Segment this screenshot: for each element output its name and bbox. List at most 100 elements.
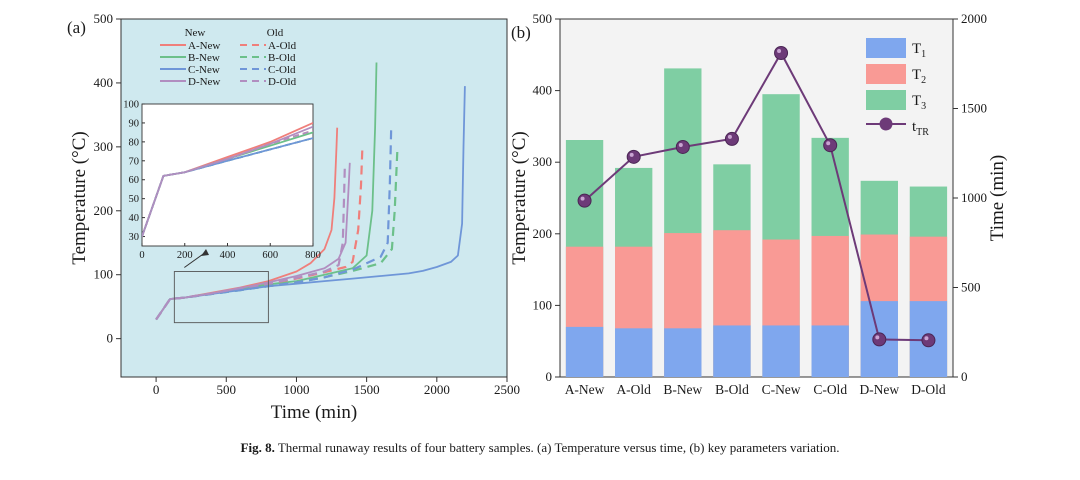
y-right-tick-label: 2000 (961, 11, 987, 26)
marker-highlight (678, 142, 683, 147)
legend-swatch-T1 (866, 38, 906, 58)
y-axis-label: Temperature (°C) (509, 131, 530, 264)
marker-tTR-A-Old (626, 149, 641, 164)
inset-y-tick-label: 70 (129, 156, 140, 167)
zoom-box (173, 271, 269, 324)
legend-label-subscript: TR (916, 127, 929, 138)
x-tick-label: 2000 (424, 382, 450, 397)
inset-x-tick-label: 400 (220, 250, 236, 261)
legend-label-A-Old: A-Old (268, 40, 297, 52)
inset-x-tick-label: 200 (177, 250, 193, 261)
inset-x-tick-label: 800 (305, 250, 321, 261)
y-tick-label: 300 (533, 154, 553, 169)
y-tick-label: 0 (546, 369, 553, 384)
legend-label-C-New: C-New (188, 64, 220, 76)
y-tick-label: 200 (533, 226, 553, 241)
legend-swatch-T3 (866, 90, 906, 110)
y-tick-label: 100 (94, 267, 114, 282)
legend-header-old: Old (267, 27, 284, 39)
marker-tTR-C-New (774, 46, 789, 61)
inset-pointer-head (201, 249, 209, 256)
marker-tTR-B-New (675, 139, 690, 154)
category-label: B-New (663, 382, 702, 397)
x-tick-label: 1500 (354, 382, 380, 397)
y-right-tick-label: 1500 (961, 101, 987, 116)
legend-label-T1: T1 (912, 41, 926, 60)
inset-y-tick-label: 80 (129, 137, 140, 148)
legend-label-subscript: 1 (921, 49, 926, 60)
marker-highlight (826, 141, 831, 146)
category-label: D-New (859, 382, 899, 397)
legend-label-T3: T3 (912, 93, 926, 112)
inset-x-tick-label: 0 (139, 250, 144, 261)
legend-label-base: t (912, 119, 917, 135)
inset-y-tick-label: 30 (129, 232, 140, 243)
category-label: D-Old (911, 382, 946, 397)
legend-label-subscript: 3 (921, 101, 926, 112)
legend-label-tTR: tTR (912, 119, 929, 138)
bar-T1-C-Old (811, 325, 849, 377)
bar-T1-B-Old (713, 325, 751, 377)
legend-label-subscript: 2 (921, 75, 926, 86)
figure-caption: Fig. 8. Thermal runaway results of four … (0, 440, 1080, 456)
marker-highlight (777, 49, 782, 54)
y-tick-label: 400 (533, 83, 553, 98)
marker-highlight (875, 335, 880, 340)
marker-highlight (629, 152, 634, 157)
category-label: C-New (762, 382, 801, 397)
category-label: B-Old (715, 382, 749, 397)
y-tick-label: 300 (94, 139, 114, 154)
y-right-tick-label: 1000 (961, 190, 987, 205)
category-label: A-New (565, 382, 605, 397)
x-axis-label: Time (min) (271, 402, 357, 423)
legend-label-B-New: B-New (188, 52, 220, 64)
y-right-axis-label: Time (min) (987, 155, 1008, 241)
legend-label-T2: T2 (912, 67, 926, 86)
inset-y-tick-label: 50 (129, 194, 140, 205)
inset-chart: 0 200 400 600 800 30 40 50 60 70 80 90 100 (123, 100, 321, 262)
x-tick-label: 500 (217, 382, 237, 397)
legend-label-D-New: D-New (188, 76, 220, 88)
panel-b: A-New A-Old B-New B-Old C-New C-Old D-New D-Old… (509, 11, 1008, 397)
marker-tTR-D-Old (921, 333, 936, 348)
category-label: C-Old (813, 382, 847, 397)
caption-text: Thermal runaway results of four battery … (277, 440, 840, 455)
bar-T1-B-New (664, 328, 702, 377)
y-tick-label: 500 (94, 11, 114, 26)
legend-swatch-T2 (866, 64, 906, 84)
panel-label: (a) (67, 18, 86, 37)
bar-T1-A-Old (615, 328, 653, 377)
x-tick-label: 1000 (283, 382, 309, 397)
marker-highlight (924, 336, 929, 341)
legend-label-C-Old: C-Old (268, 64, 296, 76)
legend-label-base: T (912, 67, 921, 83)
y-tick-label: 0 (107, 331, 114, 346)
series-line-D-Old (155, 162, 346, 321)
inset-x-tick-label: 600 (262, 250, 278, 261)
inset-series-line-D-Old (142, 129, 313, 237)
panel-a: 0 500 1000 1500 2000 25000100200300400500Time… (67, 11, 520, 423)
marker-tTR-B-Old (724, 131, 739, 146)
y-tick-label: 400 (94, 75, 114, 90)
legend-label-base: T (912, 41, 921, 57)
x-tick-label: 2500 (494, 382, 520, 397)
marker-highlight (580, 196, 585, 201)
inset-y-tick-label: 100 (123, 100, 139, 111)
legend-swatch-marker-tTR (879, 117, 893, 131)
y-tick-label: 200 (94, 203, 114, 218)
x-tick-label: 0 (153, 382, 160, 397)
marker-tTR-C-Old (823, 138, 838, 153)
marker-highlight (727, 134, 732, 139)
y-tick-label: 100 (533, 297, 553, 312)
inset-y-tick-label: 40 (129, 213, 140, 224)
caption-label: Fig. 8. (240, 440, 275, 455)
legend-label-D-Old: D-Old (268, 76, 297, 88)
y-right-tick-label: 0 (961, 369, 968, 384)
y-tick-label: 500 (533, 11, 553, 26)
y-right-tick-label: 500 (961, 280, 981, 295)
legend-label-A-New: A-New (188, 40, 220, 52)
panel-label: (b) (511, 23, 531, 42)
inset-y-tick-label: 60 (129, 175, 140, 186)
legend-label-base: T (912, 93, 921, 109)
bar-T1-A-New (565, 326, 604, 377)
